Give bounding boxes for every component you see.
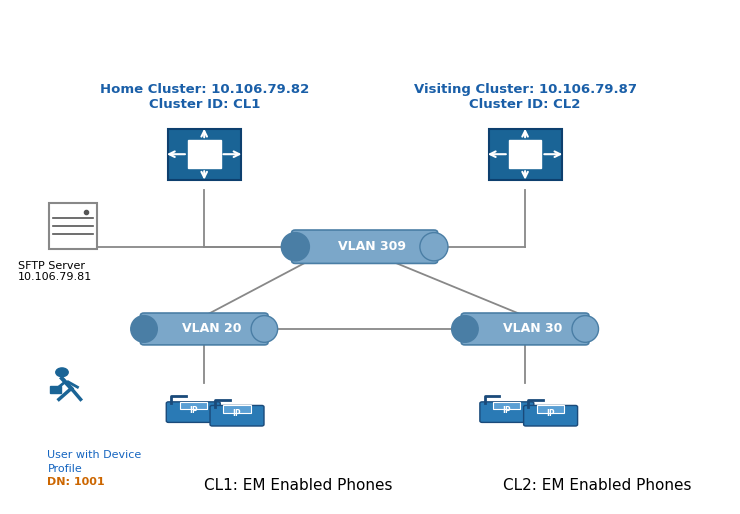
FancyBboxPatch shape bbox=[50, 386, 61, 393]
Text: Profile: Profile bbox=[47, 464, 82, 474]
FancyBboxPatch shape bbox=[524, 406, 578, 426]
Text: User with Device: User with Device bbox=[47, 450, 141, 460]
Text: VLAN 20: VLAN 20 bbox=[182, 322, 241, 336]
FancyBboxPatch shape bbox=[168, 128, 240, 180]
Ellipse shape bbox=[251, 316, 278, 342]
FancyBboxPatch shape bbox=[188, 140, 221, 168]
Text: SFTP Server
10.106.79.81: SFTP Server 10.106.79.81 bbox=[18, 261, 92, 282]
FancyBboxPatch shape bbox=[292, 230, 437, 263]
FancyBboxPatch shape bbox=[461, 313, 589, 345]
Text: CL2: EM Enabled Phones: CL2: EM Enabled Phones bbox=[503, 478, 692, 493]
FancyBboxPatch shape bbox=[210, 406, 264, 426]
FancyBboxPatch shape bbox=[166, 402, 221, 423]
Ellipse shape bbox=[281, 232, 309, 261]
FancyBboxPatch shape bbox=[494, 401, 520, 409]
FancyBboxPatch shape bbox=[508, 140, 542, 168]
FancyBboxPatch shape bbox=[223, 405, 251, 413]
FancyBboxPatch shape bbox=[180, 401, 207, 409]
FancyBboxPatch shape bbox=[480, 402, 534, 423]
FancyBboxPatch shape bbox=[141, 313, 268, 345]
FancyBboxPatch shape bbox=[50, 203, 97, 249]
Text: VLAN 309: VLAN 309 bbox=[338, 240, 406, 253]
Ellipse shape bbox=[572, 316, 599, 342]
Text: IP: IP bbox=[232, 410, 241, 418]
Circle shape bbox=[56, 368, 68, 377]
FancyBboxPatch shape bbox=[537, 405, 564, 413]
Ellipse shape bbox=[451, 316, 478, 342]
FancyBboxPatch shape bbox=[488, 128, 562, 180]
Text: IP: IP bbox=[189, 406, 198, 415]
Text: Visiting Cluster: 10.106.79.87
Cluster ID: CL2: Visiting Cluster: 10.106.79.87 Cluster I… bbox=[414, 83, 636, 111]
Text: IP: IP bbox=[502, 406, 511, 415]
Text: CL1: EM Enabled Phones: CL1: EM Enabled Phones bbox=[204, 478, 393, 493]
Ellipse shape bbox=[420, 232, 448, 261]
Text: Home Cluster: 10.106.79.82
Cluster ID: CL1: Home Cluster: 10.106.79.82 Cluster ID: C… bbox=[100, 83, 309, 111]
Ellipse shape bbox=[131, 316, 158, 342]
Text: VLAN 30: VLAN 30 bbox=[502, 322, 562, 336]
Text: DN: 1001: DN: 1001 bbox=[47, 477, 105, 487]
Text: IP: IP bbox=[546, 410, 555, 418]
